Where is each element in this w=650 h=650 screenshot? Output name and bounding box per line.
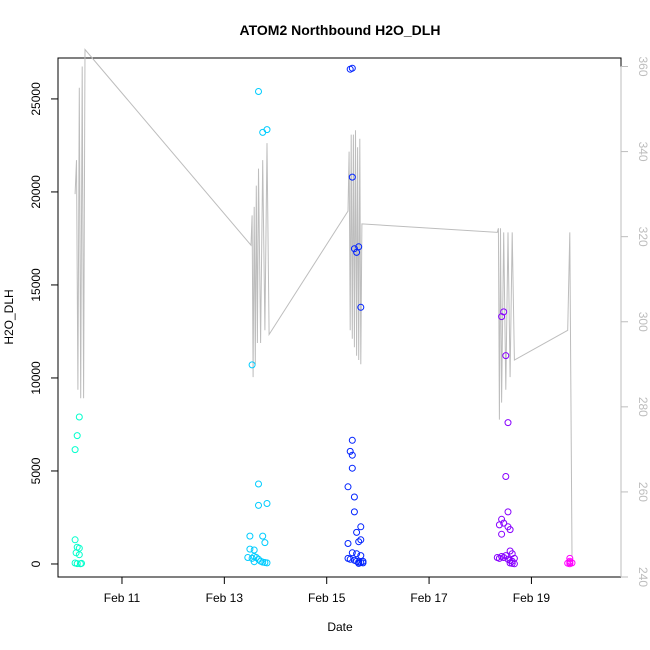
- data-point: [500, 519, 508, 527]
- data-point: [255, 480, 262, 488]
- data-point: [246, 532, 254, 540]
- x-axis: Feb 11 Feb 13 Feb 15 Feb 17 Feb 19: [104, 576, 551, 605]
- data-point: [78, 559, 85, 567]
- data-point: [263, 126, 271, 134]
- data-point: [348, 549, 356, 557]
- data-point: [246, 545, 254, 553]
- data-point: [504, 508, 512, 516]
- data-point: [255, 88, 262, 95]
- y-tick-label: 0: [29, 560, 43, 567]
- data-point: [259, 532, 267, 540]
- data-point: [259, 128, 267, 136]
- y2-tick-label: 260: [636, 482, 650, 502]
- data-point: [504, 419, 512, 427]
- data-point: [357, 303, 365, 311]
- data-point: [250, 558, 258, 566]
- x-axis-label: Date: [327, 620, 353, 634]
- data-point: [261, 539, 269, 547]
- data-point: [244, 554, 252, 561]
- data-point: [355, 538, 363, 546]
- y2-tick-label: 300: [636, 312, 650, 332]
- data-point: [348, 436, 356, 444]
- data-point: [248, 361, 256, 369]
- x-tick-label: Feb 13: [206, 591, 244, 605]
- y-axis-label: H2O_DLH: [2, 289, 16, 344]
- data-point: [350, 508, 358, 516]
- data-point: [346, 447, 354, 455]
- data-point: [348, 64, 356, 72]
- data-point: [355, 559, 363, 567]
- data-point: [344, 540, 352, 547]
- plot-frame: [57, 57, 622, 578]
- y-tick-label: 25000: [29, 82, 43, 116]
- x-tick-label: Feb 17: [410, 591, 448, 605]
- data-point: [353, 528, 361, 536]
- data-point: [73, 560, 81, 568]
- y-tick-label: 10000: [29, 361, 43, 395]
- data-point: [255, 501, 262, 509]
- y-tick-label: 5000: [29, 457, 43, 484]
- y-axis: 0 5000 10000 15000 20000 25000: [29, 82, 59, 567]
- data-point: [250, 546, 258, 554]
- secondary-line-layer: [74, 48, 573, 556]
- data-point: [263, 559, 271, 567]
- y-tick-label: 15000: [29, 268, 43, 302]
- data-point: [348, 464, 356, 472]
- data-point: [263, 500, 271, 507]
- y2-tick-label: 320: [636, 227, 650, 247]
- data-point: [344, 483, 352, 491]
- data-point: [71, 446, 79, 454]
- data-point: [348, 173, 356, 181]
- data-point: [510, 560, 518, 568]
- data-point: [500, 554, 508, 561]
- data-point: [359, 557, 367, 565]
- data-point: [350, 245, 358, 253]
- points-layer: [71, 64, 576, 568]
- data-point: [357, 536, 365, 544]
- data-point: [73, 432, 81, 440]
- data-point: [357, 523, 365, 531]
- data-point: [506, 526, 514, 534]
- data-point: [355, 243, 363, 251]
- data-point: [502, 473, 510, 480]
- data-point: [500, 308, 508, 316]
- data-point: [75, 551, 83, 559]
- data-point: [75, 413, 83, 421]
- y2-tick-label: 240: [636, 567, 650, 587]
- data-point: [357, 552, 365, 560]
- data-point: [495, 521, 503, 529]
- data-point: [346, 555, 354, 563]
- data-point: [71, 536, 79, 544]
- data-point: [502, 552, 510, 560]
- data-point: [498, 530, 506, 538]
- data-point: [348, 451, 356, 459]
- y2-tick-label: 360: [636, 56, 650, 76]
- data-point: [353, 550, 361, 558]
- data-point: [502, 352, 510, 360]
- y2-tick-label: 340: [636, 142, 650, 162]
- data-point: [495, 554, 503, 562]
- data-point: [350, 493, 358, 501]
- x-tick-label: Feb 15: [308, 591, 346, 605]
- data-point: [252, 554, 260, 561]
- secondary-y-axis: 240 260 280 300 320 340 360: [620, 56, 650, 587]
- x-tick-label: Feb 19: [513, 591, 551, 605]
- y2-tick-label: 280: [636, 397, 650, 417]
- secondary-line: [74, 48, 573, 556]
- y-tick-label: 20000: [29, 175, 43, 209]
- data-point: [568, 559, 576, 567]
- chart-title: ATOM2 Northbound H2O_DLH: [240, 22, 441, 38]
- x-tick-label: Feb 11: [104, 591, 141, 605]
